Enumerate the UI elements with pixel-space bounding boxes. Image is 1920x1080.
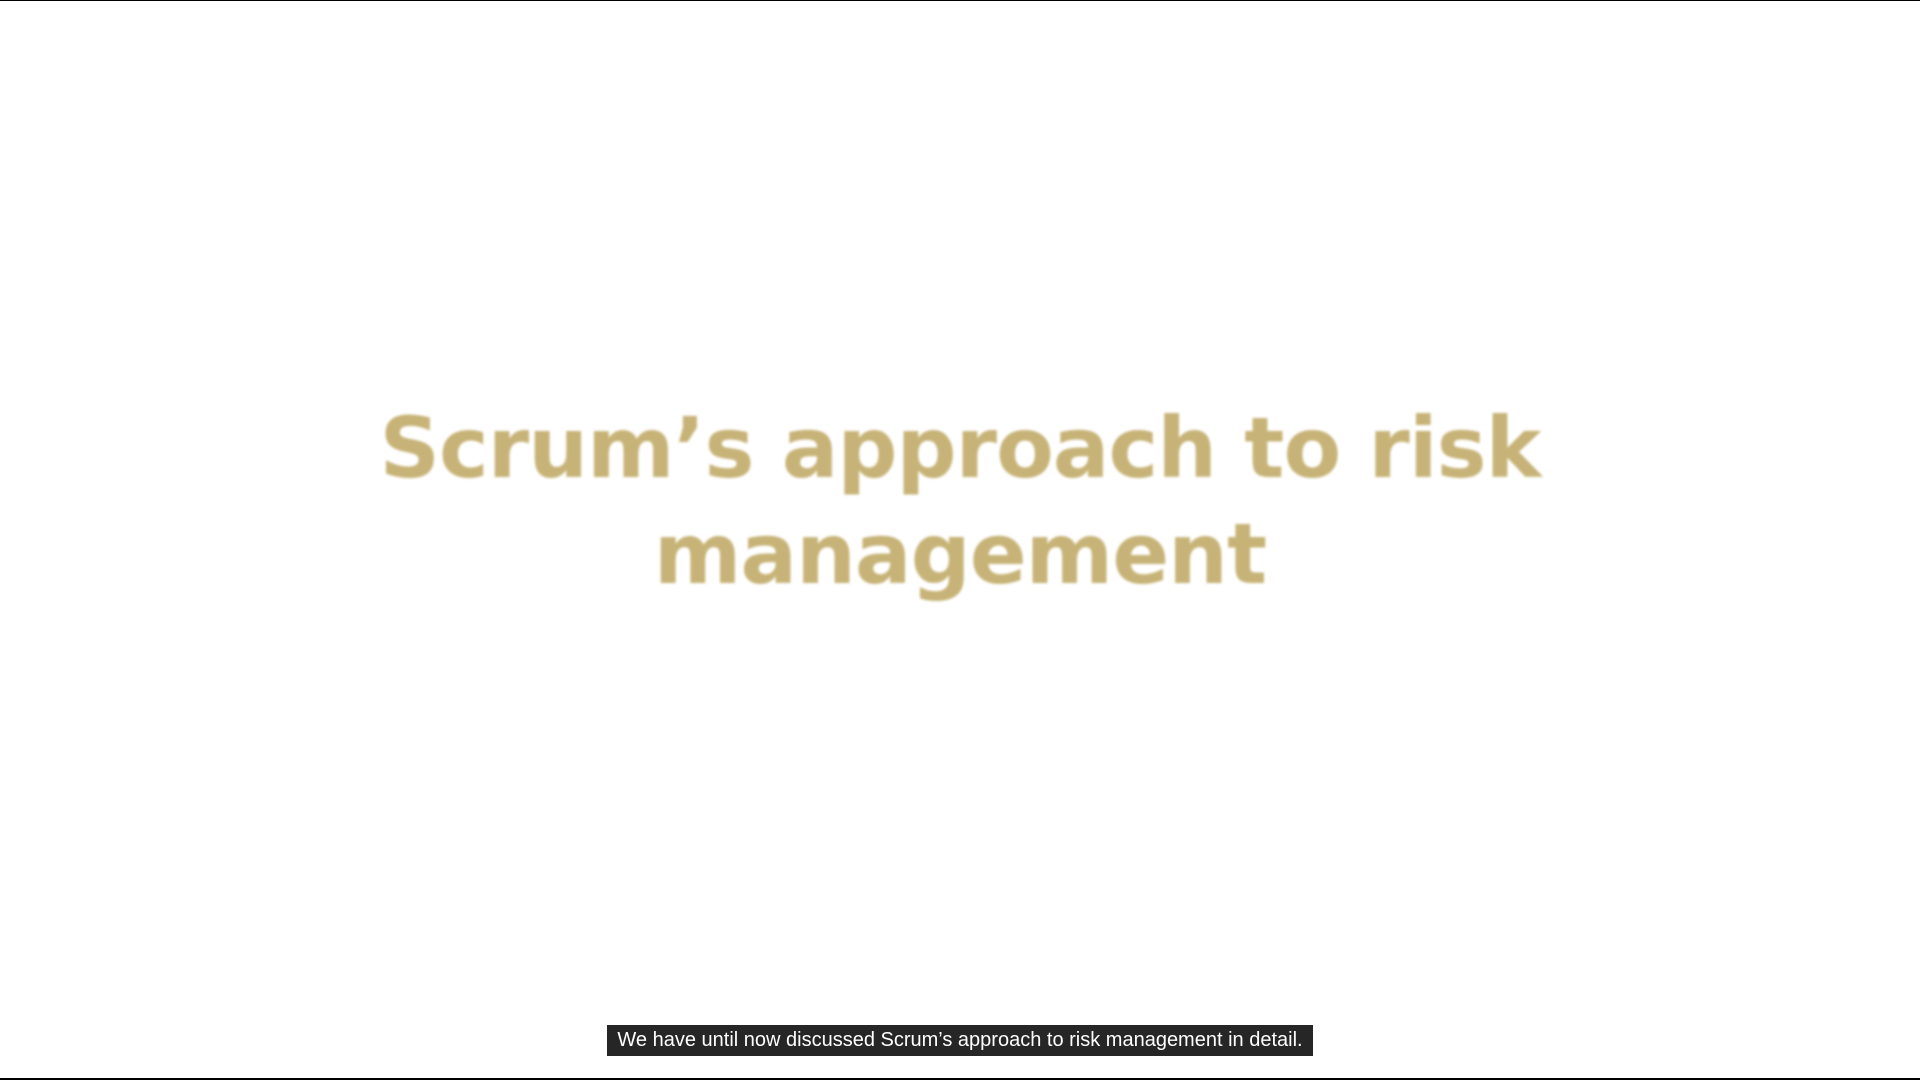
slide-title-line-2: management bbox=[653, 505, 1267, 603]
slide-title: Scrum’s approach to risk management bbox=[0, 395, 1920, 607]
closed-captions: We have until now discussed Scrum’s appr… bbox=[0, 1025, 1920, 1056]
slide-title-line-1: Scrum’s approach to risk bbox=[379, 399, 1542, 497]
caption-text: We have until now discussed Scrum’s appr… bbox=[607, 1025, 1313, 1056]
